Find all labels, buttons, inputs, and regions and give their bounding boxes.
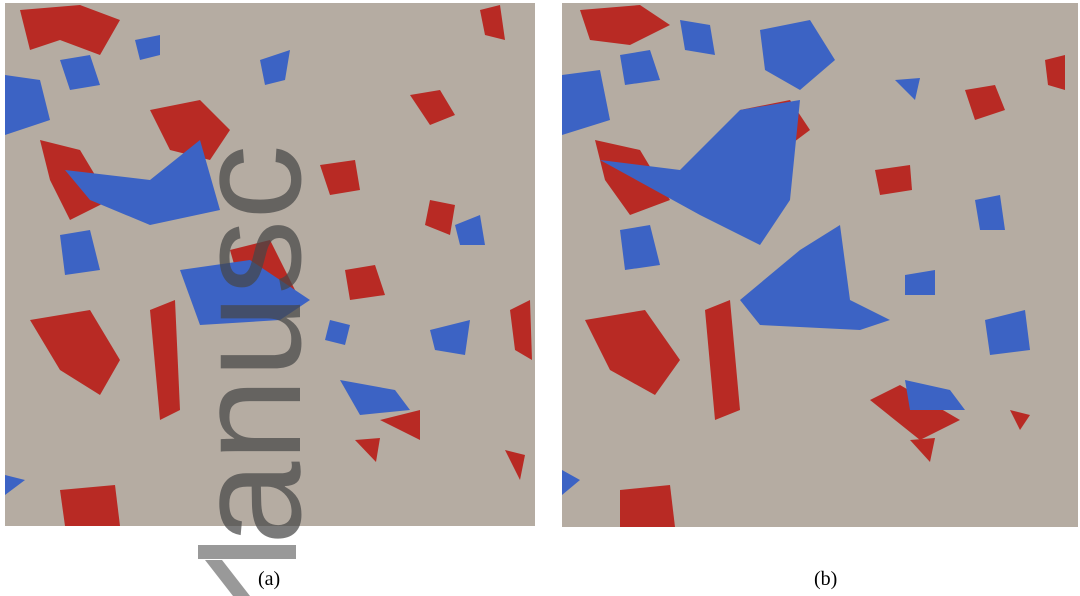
panel-b — [562, 3, 1078, 527]
figure: anusc — [0, 0, 1080, 596]
watermark: anusc — [164, 145, 332, 596]
panel-label: (a) — [258, 568, 280, 591]
watermark-text: anusc — [164, 145, 332, 545]
page: anusc (a) (b) — [0, 0, 1080, 596]
panel-label: (b) — [814, 568, 837, 591]
